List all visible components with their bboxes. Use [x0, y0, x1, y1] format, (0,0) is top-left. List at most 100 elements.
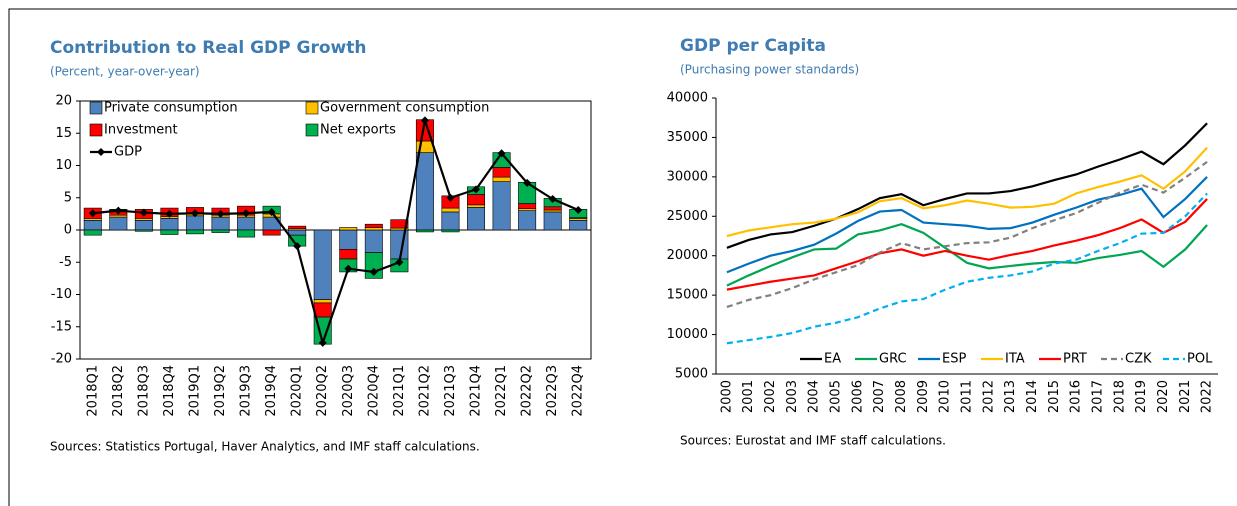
- x-tick-label: 2021Q3: [443, 365, 458, 417]
- line-marker: [114, 206, 123, 215]
- y-tick-label: -5: [59, 255, 72, 270]
- bar-segment: [467, 194, 486, 206]
- bar-segment: [390, 219, 409, 229]
- line-marker: [293, 242, 302, 251]
- series-line: [726, 122, 1208, 249]
- bar-segment: [467, 207, 486, 231]
- legend-label: ITA: [1005, 352, 1025, 367]
- legend-marker: [97, 148, 105, 156]
- legend-swatch: [305, 101, 319, 115]
- line-marker: [395, 258, 404, 267]
- legend-label: CZK: [1125, 352, 1152, 367]
- x-tick-label: 2017: [1090, 380, 1105, 413]
- line-marker: [318, 338, 327, 347]
- bar-segment: [83, 229, 102, 236]
- legend-swatch: [89, 123, 103, 137]
- line-marker: [267, 207, 276, 216]
- bar-segment: [313, 299, 332, 304]
- bar-segment: [83, 220, 102, 231]
- x-tick-label: 2018Q1: [85, 365, 100, 417]
- bar-segment: [237, 216, 256, 231]
- line-marker: [165, 209, 174, 218]
- bar-segment: [492, 167, 511, 178]
- x-tick-label: 2006: [850, 380, 865, 413]
- bar-segment: [237, 229, 256, 238]
- line-marker: [548, 195, 557, 204]
- y-tick-label: 30000: [667, 169, 708, 184]
- x-tick-label: 2001: [741, 380, 756, 413]
- legend-label: GDP: [114, 145, 142, 160]
- bar-segment: [569, 220, 588, 231]
- y-tick-label: 15: [55, 126, 72, 141]
- x-tick-label: 2008: [894, 380, 909, 413]
- x-tick-label: 2018Q2: [111, 365, 126, 417]
- legend-label: PRT: [1063, 352, 1087, 367]
- x-tick-label: 2019Q2: [213, 365, 228, 417]
- line-marker: [139, 208, 148, 217]
- series-line: [92, 120, 579, 347]
- legend-label: Investment: [104, 123, 178, 138]
- bar-segment: [160, 218, 179, 231]
- x-tick-label: 2022Q2: [520, 365, 535, 417]
- legend-label: Private consumption: [104, 101, 238, 116]
- y-tick-label: -15: [51, 319, 72, 334]
- line-marker: [574, 206, 583, 215]
- x-tick-label: 2016: [1069, 380, 1084, 413]
- y-tick-label: -20: [51, 352, 72, 367]
- bar-segment: [134, 220, 153, 231]
- x-tick-label: 2020Q4: [366, 365, 381, 417]
- bar-segment: [364, 229, 383, 253]
- legend-label: POL: [1187, 352, 1213, 367]
- source-note: Sources: Eurostat and IMF staff calculat…: [680, 434, 946, 448]
- line-marker: [242, 209, 251, 218]
- x-tick-label: 2022Q3: [545, 365, 560, 417]
- bar-segment: [467, 204, 486, 208]
- x-tick-label: 2019: [1134, 380, 1149, 413]
- line-marker: [88, 209, 97, 218]
- bar-segment: [339, 229, 358, 250]
- y-tick-label: 35000: [667, 130, 708, 145]
- series-line: [726, 198, 1208, 291]
- x-tick-label: 2022Q4: [571, 365, 586, 417]
- x-tick-label: 2000: [719, 380, 734, 413]
- bar-segment: [313, 302, 332, 318]
- x-tick-label: 2020Q2: [315, 365, 330, 417]
- x-tick-label: 2010: [938, 380, 953, 413]
- chart-title: Contribution to Real GDP Growth: [50, 38, 366, 58]
- x-tick-label: 2020Q1: [290, 365, 305, 417]
- x-tick-label: 2020: [1156, 380, 1171, 413]
- y-tick-label: 20000: [667, 248, 708, 263]
- bar-segment: [288, 229, 307, 236]
- chart-subtitle: (Percent, year-over-year): [50, 65, 200, 79]
- legend-label: Government consumption: [320, 101, 489, 116]
- bar-segment: [185, 215, 204, 231]
- line-marker: [523, 178, 532, 187]
- legend-label: Net exports: [320, 123, 396, 138]
- bar-segment: [211, 216, 230, 231]
- x-tick-label: 2018: [1112, 380, 1127, 413]
- bar-segment: [415, 152, 434, 231]
- bar-segment: [441, 207, 460, 213]
- y-tick-label: 0: [64, 223, 72, 238]
- bar-segment: [364, 227, 383, 231]
- bar-segment: [364, 223, 383, 228]
- line-marker: [472, 185, 481, 194]
- line-marker: [420, 116, 429, 125]
- source-note: Sources: Statistics Portugal, Haver Anal…: [50, 440, 480, 454]
- bar-segment: [518, 210, 537, 231]
- x-tick-label: 2002: [763, 380, 778, 413]
- y-tick-label: 10000: [667, 327, 708, 342]
- y-tick-label: 40000: [667, 91, 708, 106]
- bar-segment: [313, 229, 332, 300]
- x-tick-label: 2007: [872, 380, 887, 413]
- x-tick-label: 2021: [1178, 380, 1193, 413]
- chart-title: GDP per Capita: [680, 36, 826, 56]
- legend-label: GRC: [879, 352, 907, 367]
- bar-segment: [185, 229, 204, 235]
- x-tick-label: 2014: [1025, 380, 1040, 413]
- frame: [8, 8, 1237, 506]
- x-tick-label: 2021Q2: [417, 365, 432, 417]
- bar-segment: [543, 206, 562, 211]
- x-tick-label: 2021Q4: [469, 365, 484, 417]
